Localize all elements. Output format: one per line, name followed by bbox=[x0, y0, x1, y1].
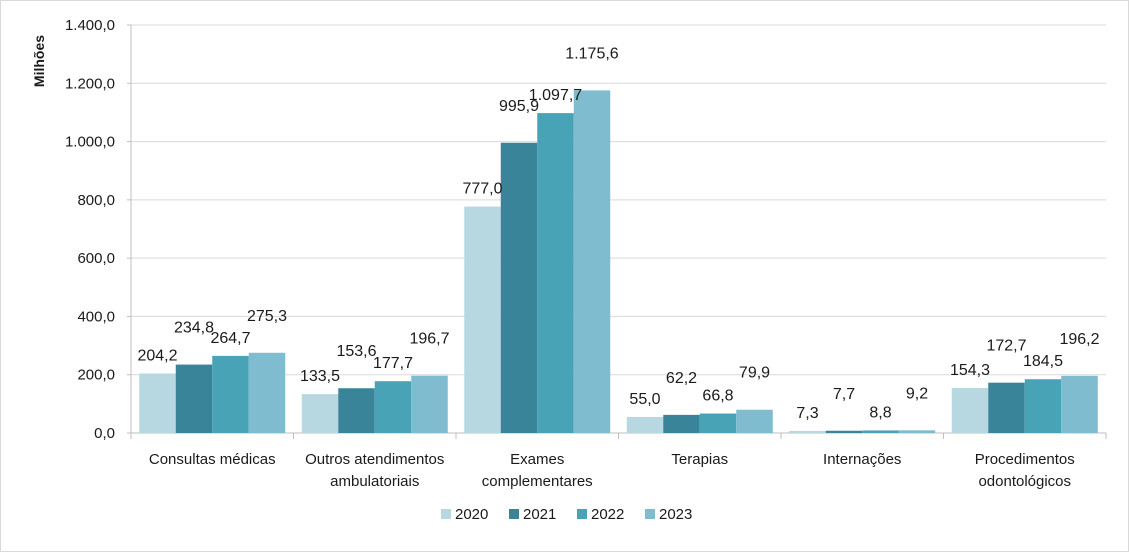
bar-2023 bbox=[898, 430, 936, 433]
bar-2020 bbox=[951, 388, 989, 433]
data-label: 7,3 bbox=[796, 405, 818, 422]
legend-swatch-2023 bbox=[645, 509, 655, 519]
data-label: 66,8 bbox=[702, 388, 733, 405]
data-label: 275,3 bbox=[247, 308, 287, 325]
legend-label: 2022 bbox=[591, 506, 624, 523]
legend: 2020 2021 2022 2023 bbox=[441, 506, 692, 523]
axes bbox=[130, 25, 1107, 439]
bars bbox=[139, 90, 1098, 434]
x-category-label: Outros atendimentos bbox=[305, 451, 444, 468]
bar-2021 bbox=[175, 364, 213, 433]
data-label: 196,7 bbox=[409, 331, 449, 348]
y-tick-label: 400,0 bbox=[77, 308, 115, 325]
bar-2022 bbox=[1024, 379, 1062, 433]
data-label: 204,2 bbox=[137, 347, 177, 364]
x-axis-categories: Consultas médicas Outros atendimentos ambu… bbox=[149, 451, 1075, 490]
bar-2020 bbox=[464, 206, 501, 433]
y-tick-label: 600,0 bbox=[77, 250, 115, 267]
data-label: 8,8 bbox=[869, 404, 891, 421]
data-label: 1.097,7 bbox=[529, 87, 582, 104]
y-tick-label: 1.400,0 bbox=[65, 17, 115, 34]
bar-2020 bbox=[139, 373, 176, 433]
x-category-label: Consultas médicas bbox=[149, 451, 276, 468]
bar-2021 bbox=[988, 382, 1025, 433]
legend-label: 2023 bbox=[659, 506, 692, 523]
legend-label: 2020 bbox=[455, 506, 488, 523]
data-label: 234,8 bbox=[174, 320, 214, 337]
data-label: 177,7 bbox=[373, 355, 413, 372]
x-category-label: Procedimentos bbox=[975, 451, 1075, 468]
data-label: 777,0 bbox=[462, 181, 502, 198]
data-label: 1.175,6 bbox=[565, 45, 618, 62]
bar-2023 bbox=[248, 352, 286, 433]
y-tick-label: 1.000,0 bbox=[65, 134, 115, 151]
data-label: 7,7 bbox=[833, 386, 855, 403]
y-axis-label: Milhões bbox=[31, 35, 47, 87]
bar-2022 bbox=[699, 413, 737, 433]
data-label: 154,3 bbox=[950, 362, 990, 379]
y-axis-ticks: 0,0 200,0 400,0 600,0 800,0 1.000,0 1.200,0 1.4… bbox=[65, 17, 131, 442]
bar-2023 bbox=[1061, 375, 1098, 433]
legend-label: 2021 bbox=[523, 506, 556, 523]
data-label: 55,0 bbox=[629, 391, 660, 408]
data-label: 9,2 bbox=[906, 385, 928, 402]
legend-swatch-2021 bbox=[509, 509, 519, 519]
bar-2020 bbox=[301, 394, 339, 433]
data-label: 264,7 bbox=[210, 330, 250, 347]
bar-2022 bbox=[862, 430, 899, 433]
bar-2021 bbox=[825, 430, 863, 433]
x-category-label: complementares bbox=[482, 473, 593, 490]
x-category-label: odontológicos bbox=[978, 473, 1071, 490]
x-category-label: Terapias bbox=[671, 451, 728, 468]
x-category-label: Exames bbox=[510, 451, 564, 468]
bar-2022 bbox=[374, 381, 412, 433]
data-label: 62,2 bbox=[666, 370, 697, 387]
bar-2023 bbox=[573, 90, 611, 433]
bar-2022 bbox=[537, 113, 574, 434]
bar-2020 bbox=[626, 416, 664, 433]
legend-swatch-2022 bbox=[577, 509, 587, 519]
legend-swatch-2020 bbox=[441, 509, 451, 519]
y-tick-label: 800,0 bbox=[77, 192, 115, 209]
bar-2020 bbox=[789, 430, 826, 433]
data-label: 995,9 bbox=[499, 98, 539, 115]
gridlines bbox=[131, 24, 1106, 376]
bar-2021 bbox=[500, 142, 538, 433]
bar-2023 bbox=[736, 409, 773, 433]
y-tick-label: 200,0 bbox=[77, 367, 115, 384]
data-label: 153,6 bbox=[336, 343, 376, 360]
data-label: 172,7 bbox=[986, 338, 1026, 355]
x-category-label: ambulatoriais bbox=[330, 473, 419, 490]
x-category-label: Internações bbox=[823, 451, 901, 468]
data-label: 184,5 bbox=[1023, 353, 1063, 370]
y-tick-label: 1.200,0 bbox=[65, 75, 115, 92]
bar-2021 bbox=[338, 388, 375, 433]
bar-2023 bbox=[411, 375, 448, 433]
bar-2022 bbox=[212, 355, 249, 433]
data-label: 79,9 bbox=[739, 365, 770, 382]
bar-2021 bbox=[663, 414, 700, 433]
data-label: 196,2 bbox=[1059, 331, 1099, 348]
y-tick-label: 0,0 bbox=[94, 425, 115, 442]
data-label: 133,5 bbox=[300, 368, 340, 385]
